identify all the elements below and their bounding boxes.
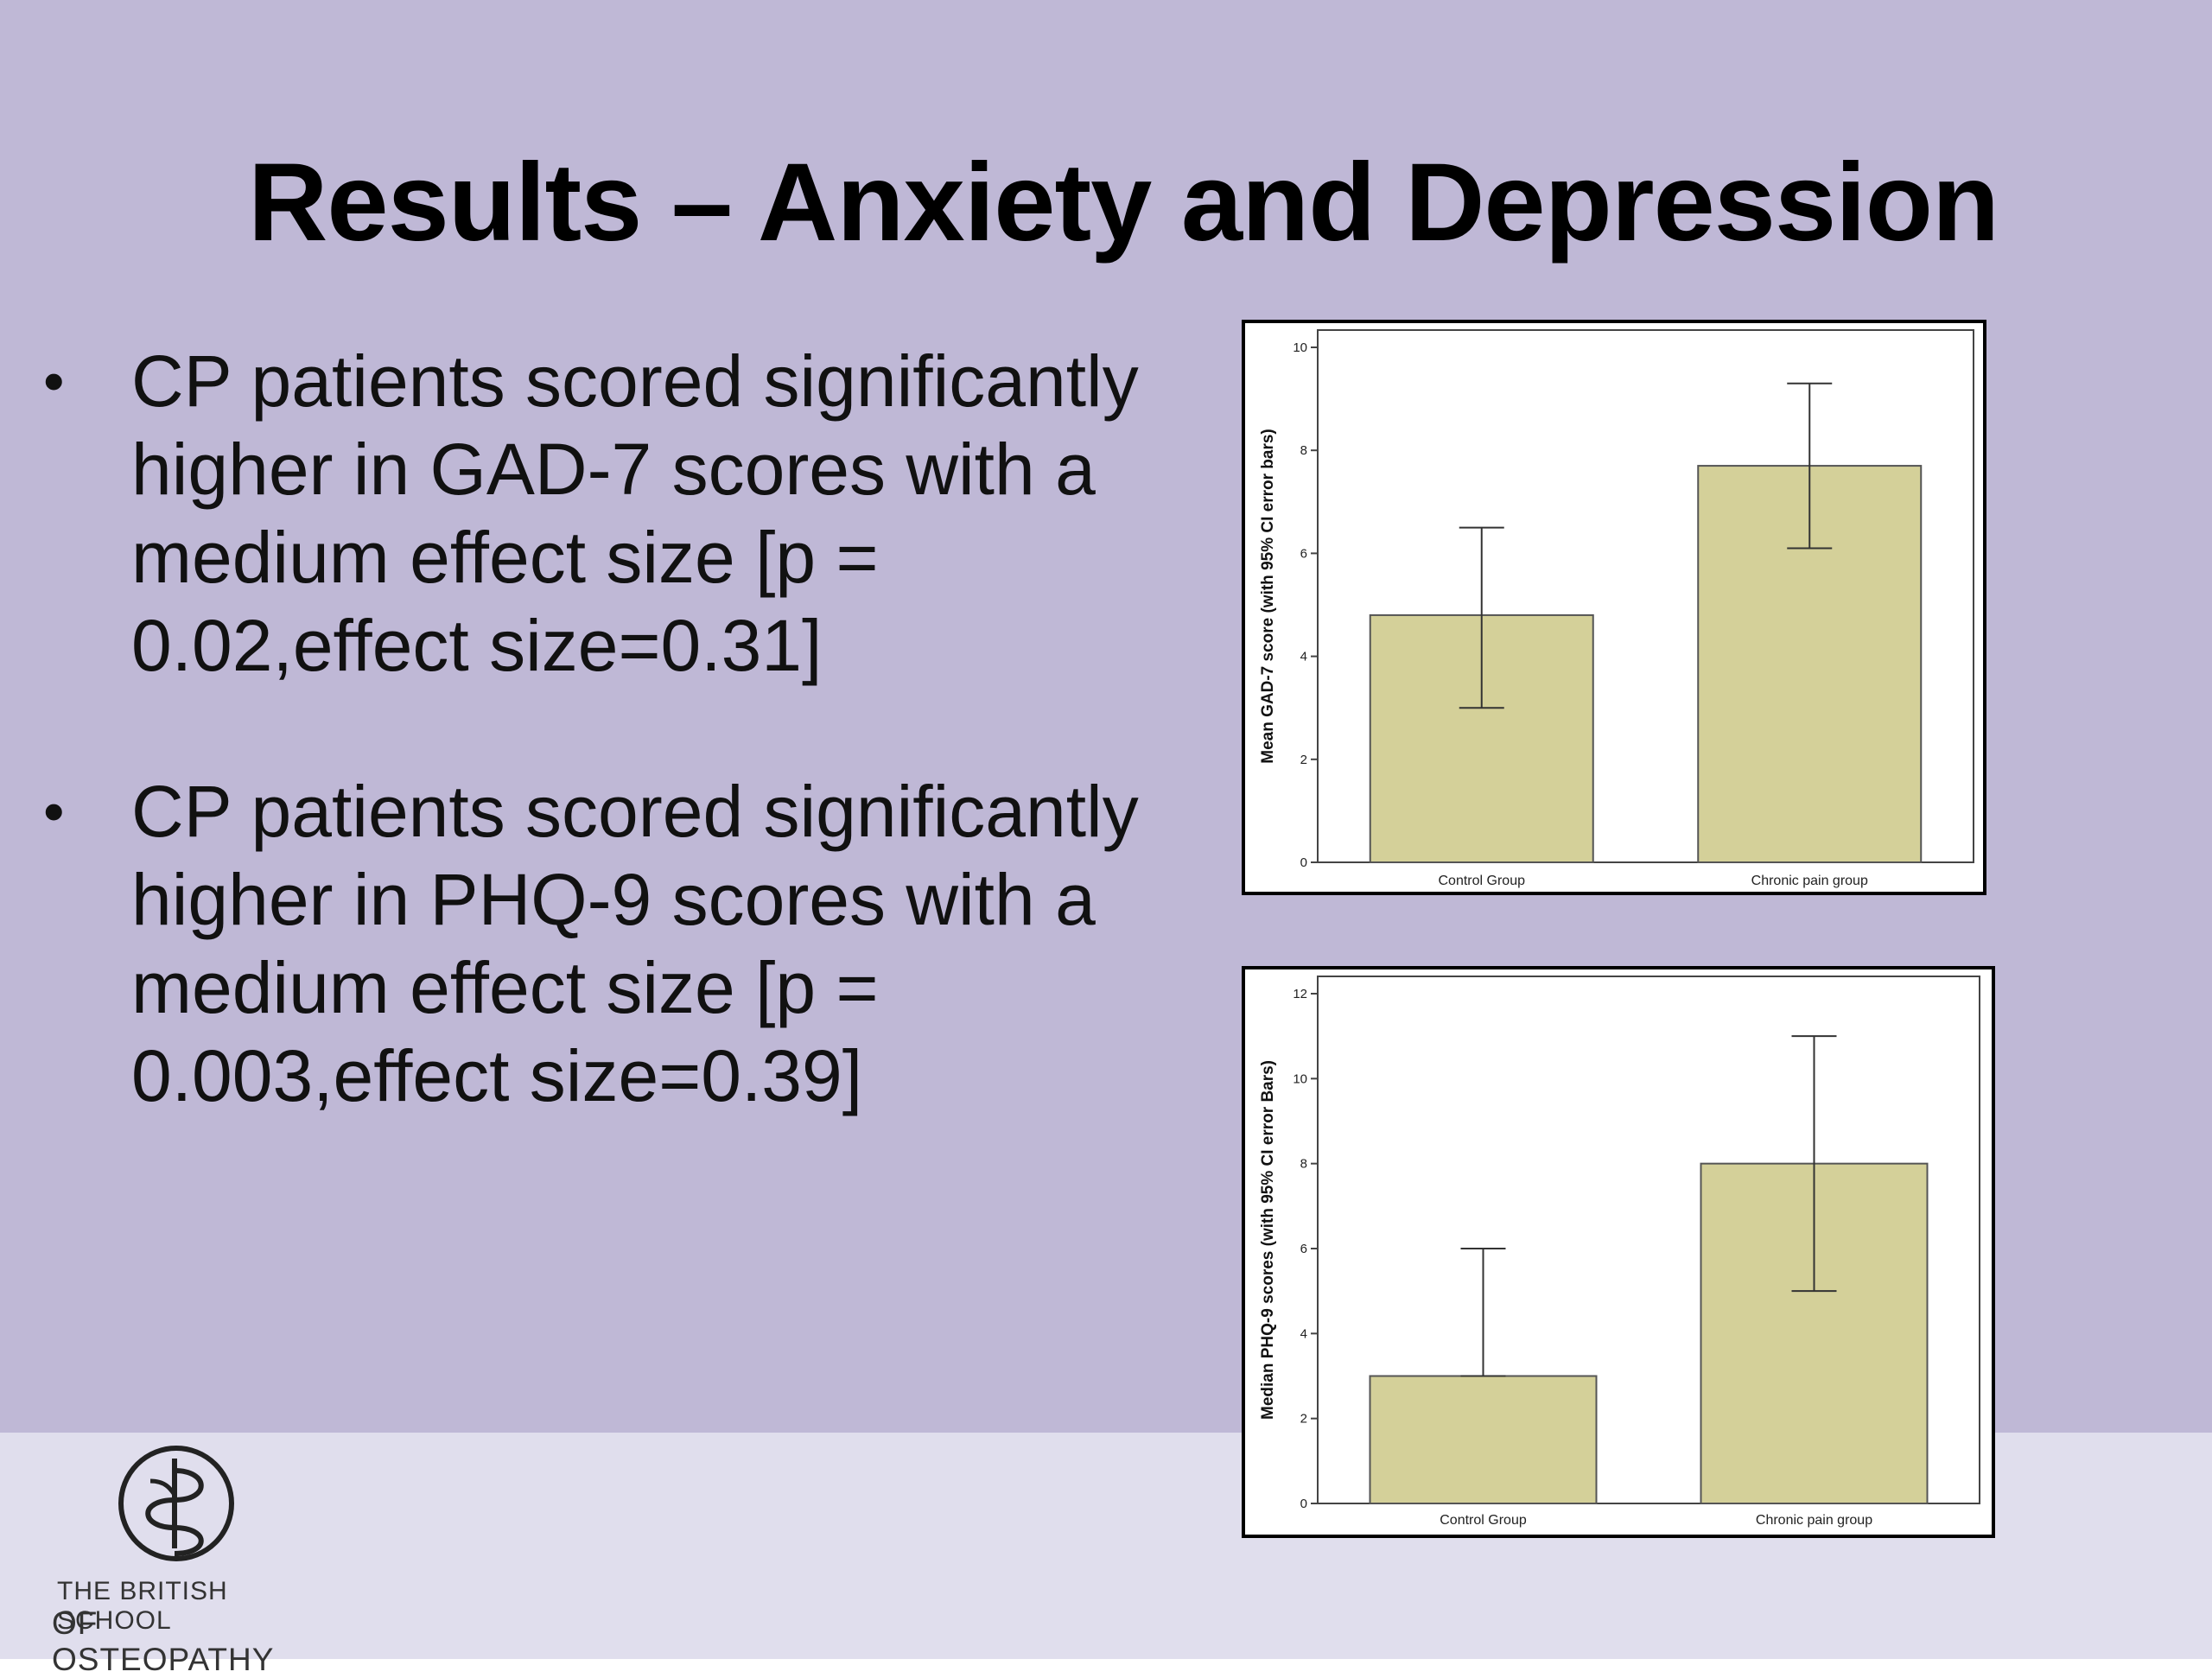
y-tick-label: 0 xyxy=(1300,855,1307,870)
y-tick-label: 12 xyxy=(1293,987,1307,1001)
phq9-chart: 0 2 4 6 8 10 12 Median PHQ-9 scores (with 95% C… xyxy=(1242,966,1995,1538)
bullet-text: CP patients scored significantly higher … xyxy=(131,771,1139,1116)
logo-text-line2: OF OSTEOPATHY xyxy=(52,1605,275,1677)
y-tick-label: 4 xyxy=(1300,650,1307,664)
y-axis-label: Mean GAD-7 score (with 95% CI error bars… xyxy=(1259,429,1277,764)
osteopathy-logo-icon xyxy=(118,1446,234,1561)
bullet-text: CP patients scored significantly higher … xyxy=(131,340,1139,686)
y-tick-label: 2 xyxy=(1300,753,1307,767)
x-tick-label: Chronic pain group xyxy=(1756,1513,1872,1528)
gad7-chart: 0 2 4 6 8 10 Mean GAD-7 score (with 95% CI err… xyxy=(1242,320,1986,895)
phq9-chart-svg: 0 2 4 6 8 10 12 Median PHQ-9 scores (with 95% C… xyxy=(1259,976,1980,1528)
y-axis-label: Median PHQ-9 scores (with 95% CI error B… xyxy=(1259,1060,1277,1420)
logo-text-line1: THE BRITISH SCHOOL xyxy=(57,1577,228,1635)
gad7-chart-svg: 0 2 4 6 8 10 Mean GAD-7 score (with 95% CI err… xyxy=(1259,329,1974,888)
y-tick-label: 6 xyxy=(1300,1242,1307,1256)
y-tick-label: 8 xyxy=(1300,443,1307,458)
x-tick-label: Control Group xyxy=(1439,874,1526,888)
slide-title: Results – Anxiety and Depression xyxy=(247,141,1999,264)
y-tick-label: 10 xyxy=(1293,1071,1307,1086)
bullet-list: • CP patients scored significantly highe… xyxy=(43,337,1166,1198)
y-tick-label: 8 xyxy=(1300,1157,1307,1172)
x-tick-label: Chronic pain group xyxy=(1751,874,1868,888)
bullet-dot: • xyxy=(43,347,65,415)
bullet-item: • CP patients scored significantly highe… xyxy=(43,337,1166,690)
bullet-dot: • xyxy=(43,778,65,845)
y-tick-label: 10 xyxy=(1293,340,1307,355)
y-tick-label: 6 xyxy=(1300,546,1307,561)
y-tick-label: 4 xyxy=(1300,1326,1307,1341)
bar xyxy=(1369,1375,1598,1504)
y-tick-label: 2 xyxy=(1300,1412,1307,1427)
y-tick-label: 0 xyxy=(1300,1497,1307,1511)
x-tick-label: Control Group xyxy=(1440,1513,1527,1528)
bullet-item: • CP patients scored significantly highe… xyxy=(43,767,1166,1120)
